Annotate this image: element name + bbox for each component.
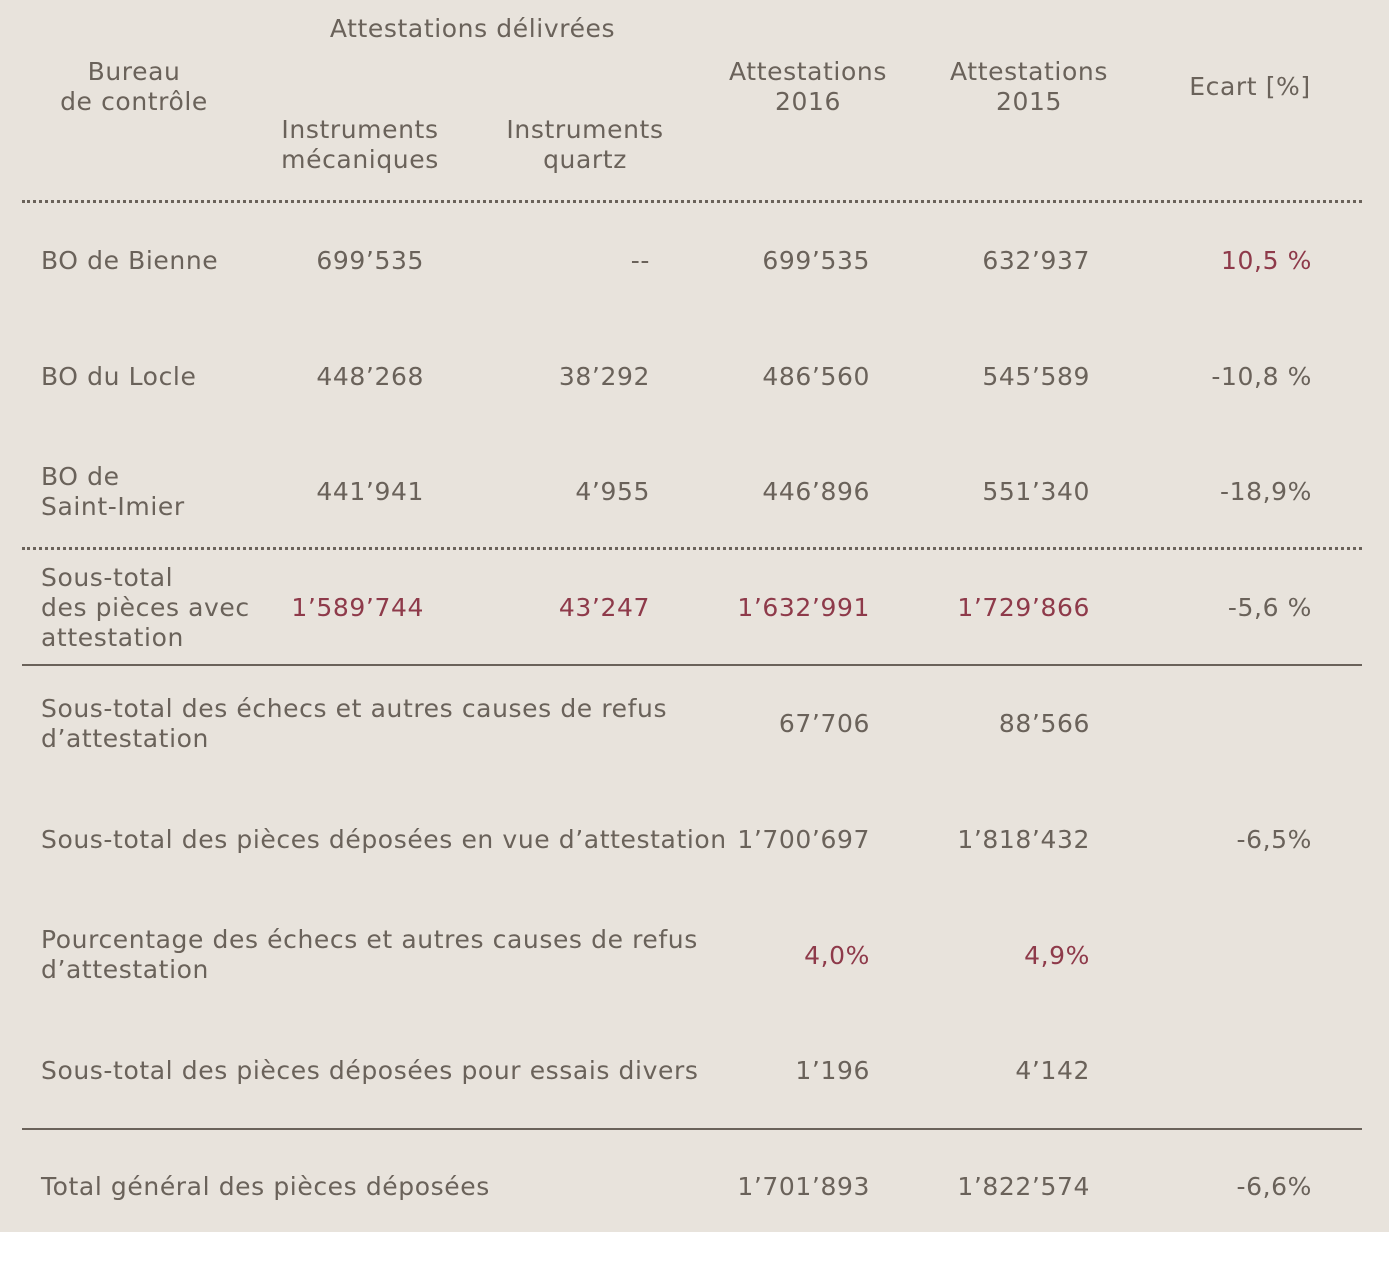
cell-att2016: 1’701’893 [737, 1172, 870, 1201]
cell-quartz: -- [630, 246, 650, 275]
cell-att2015: 4,9% [1024, 941, 1090, 970]
cell-att2016: 1’632’991 [737, 593, 870, 622]
total-divider [22, 1128, 1362, 1130]
cell-quartz: 38’292 [558, 362, 650, 391]
row-label: Sous-total des pièces avec attestation [41, 563, 250, 652]
cell-ecart: -18,9% [1219, 477, 1312, 506]
cell-att2015: 88’566 [998, 709, 1090, 738]
row-label: BO du Locle [41, 362, 197, 391]
cell-att2015: 1’818’432 [957, 825, 1090, 854]
header-instruments-quartz: Instruments quartz [506, 115, 664, 174]
cell-att2016: 4,0% [804, 941, 870, 970]
cell-quartz: 43’247 [558, 593, 650, 622]
cell-ecart: 10,5 % [1221, 246, 1312, 275]
row-label: Pourcentage des échecs et autres causes … [41, 925, 698, 984]
cell-mecaniques: 448’268 [316, 362, 424, 391]
cell-att2016: 67’706 [778, 709, 870, 738]
cell-att2016: 1’196 [795, 1056, 870, 1085]
row-label: Sous-total des pièces déposées en vue d’… [41, 825, 727, 854]
cell-ecart: -6,6% [1236, 1172, 1312, 1201]
cell-att2015: 545’589 [982, 362, 1090, 391]
cell-ecart: -5,6 % [1227, 593, 1312, 622]
header-instruments-mecaniques: Instruments mécaniques [281, 115, 439, 174]
statistics-table: Bureau de contrôle Attestations délivrées… [0, 0, 1389, 1232]
cell-ecart: -6,5% [1236, 825, 1312, 854]
cell-att2016: 446’896 [762, 477, 870, 506]
cell-att2015: 1’822’574 [957, 1172, 1090, 1201]
row-label: Total général des pièces déposées [41, 1172, 490, 1201]
cell-quartz: 4’955 [575, 477, 650, 506]
header-divider [22, 200, 1362, 203]
cell-mecaniques: 1’589’744 [291, 593, 424, 622]
header-ecart: Ecart [%] [1189, 72, 1311, 101]
cell-att2016: 486’560 [762, 362, 870, 391]
row-label: Sous-total des échecs et autres causes d… [41, 694, 668, 753]
cell-att2016: 699’535 [762, 246, 870, 275]
header-attestations-2015: Attestations 2015 [950, 57, 1108, 116]
header-bureau: Bureau de contrôle [60, 57, 208, 116]
header-attestations-2016: Attestations 2016 [729, 57, 887, 116]
cell-att2016: 1’700’697 [737, 825, 870, 854]
cell-att2015: 1’729’866 [957, 593, 1090, 622]
cell-att2015: 632’937 [982, 246, 1090, 275]
row-label: BO de Bienne [41, 246, 219, 275]
cell-att2015: 4’142 [1015, 1056, 1090, 1085]
header-attestations-delivrees: Attestations délivrées [329, 14, 616, 43]
row-label: Sous-total des pièces déposées pour essa… [41, 1056, 699, 1085]
rows-divider [22, 547, 1362, 550]
row-label: BO de Saint-Imier [41, 462, 185, 521]
cell-att2015: 551’340 [982, 477, 1090, 506]
cell-ecart: -10,8 % [1211, 362, 1312, 391]
cell-mecaniques: 699’535 [316, 246, 424, 275]
subtotal-divider [22, 664, 1362, 666]
cell-mecaniques: 441’941 [316, 477, 424, 506]
